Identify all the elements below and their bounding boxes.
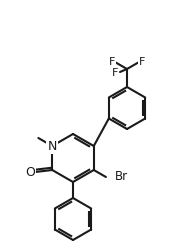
Text: N: N xyxy=(48,140,57,152)
Text: F: F xyxy=(109,57,115,67)
Text: Br: Br xyxy=(115,170,128,183)
Text: F: F xyxy=(112,68,118,78)
Text: O: O xyxy=(25,166,35,178)
Text: F: F xyxy=(139,57,145,67)
